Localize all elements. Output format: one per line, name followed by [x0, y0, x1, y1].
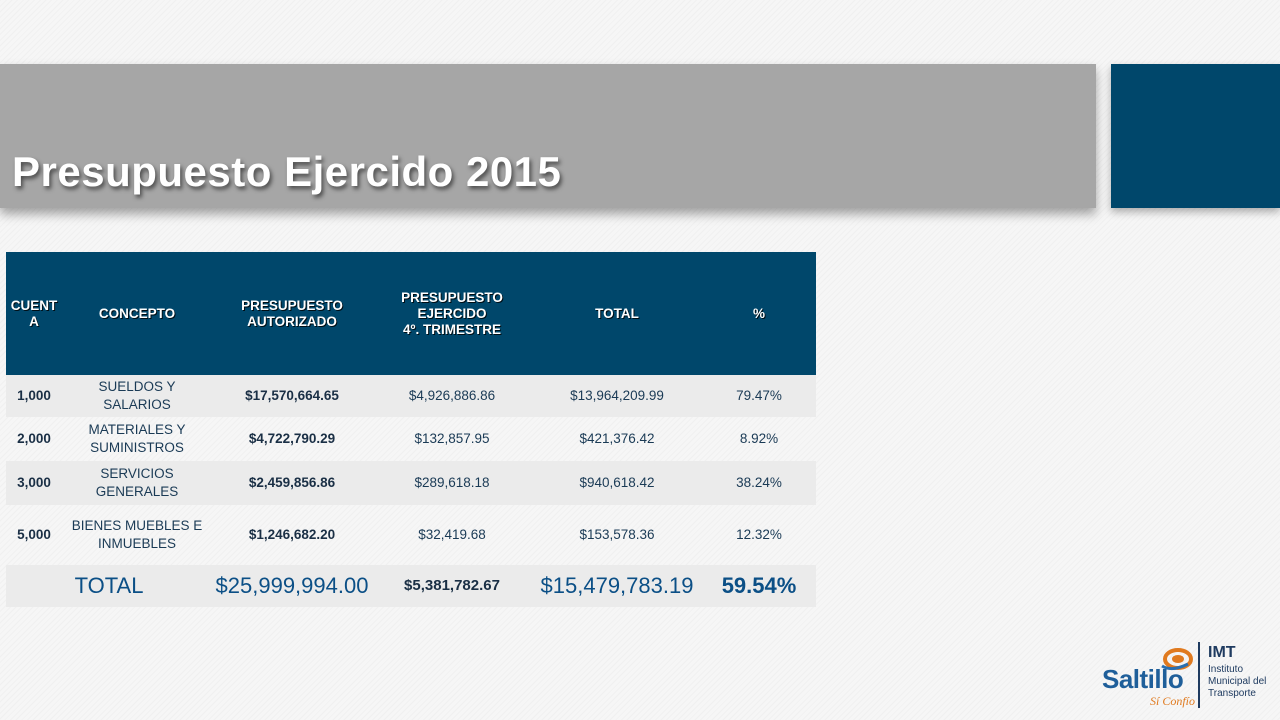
table-row: 2,000 MATERIALES Y SUMINISTROS $4,722,79… [6, 417, 816, 461]
logo-brand: Saltillo [1102, 664, 1184, 694]
logo-org-line3: Transporte [1208, 688, 1256, 699]
cell-total: $421,376.42 [579, 431, 655, 446]
cell-ejercido: $289,618.18 [372, 461, 532, 505]
cell-total: $153,578.36 [579, 527, 655, 542]
logo-org-line2: Municipal del [1208, 676, 1267, 687]
table-row: 5,000 BIENES MUEBLES E INMUEBLES $1,246,… [6, 505, 816, 565]
logo-org-line1: Instituto [1208, 664, 1244, 675]
header-pct: % [702, 252, 816, 375]
cell-concepto: MATERIALES Y SUMINISTROS [88, 422, 186, 455]
totals-autorizado: $25,999,994.00 [212, 565, 372, 607]
cell-cuenta: 2,000 [17, 431, 51, 446]
cell-cuenta: 5,000 [17, 527, 51, 542]
cell-concepto: SUELDOS Y SALARIOS [62, 375, 212, 417]
logo-tagline: Sí Confío [1150, 694, 1196, 708]
saltillo-imt-logo: Saltillo Sí Confío IMT Instituto Municip… [1098, 640, 1274, 714]
budget-table: CUENT A CONCEPTO PRESUPUESTO AUTORIZADO … [6, 252, 816, 607]
slide-title: Presupuesto Ejercido 2015 [12, 148, 562, 195]
header-ejercido-line2: EJERCIDO [417, 305, 487, 321]
totals-label: TOTAL [6, 565, 212, 607]
cell-autorizado: $1,246,682.20 [248, 527, 336, 542]
header-ejercido: PRESUPUESTO EJERCIDO 4º. TRIMESTRE [372, 252, 532, 375]
header-ejercido-line3: 4º. TRIMESTRE [403, 321, 501, 337]
header-total: TOTAL [532, 252, 702, 375]
logo-org-name: Instituto Municipal del Transporte [1208, 664, 1278, 700]
cell-total: $13,964,209.99 [532, 375, 702, 417]
budget-table-container: CUENT A CONCEPTO PRESUPUESTO AUTORIZADO … [6, 252, 816, 607]
cell-pct: 8.92% [739, 431, 779, 446]
logo-org-short: IMT [1208, 644, 1236, 661]
cell-pct: 12.32% [736, 527, 782, 542]
header-autorizado: PRESUPUESTO AUTORIZADO [212, 252, 372, 375]
swirl-icon [1161, 648, 1193, 671]
header-concepto: CONCEPTO [62, 252, 212, 375]
cell-cuenta: 3,000 [6, 461, 62, 505]
cell-ejercido: $4,926,886.86 [372, 375, 532, 417]
title-band [0, 64, 1096, 208]
cell-autorizado: $4,722,790.29 [248, 431, 336, 446]
cell-concepto: SERVICIOS GENERALES [62, 461, 212, 505]
cell-ejercido: $132,857.95 [414, 431, 490, 446]
header-ejercido-line1: PRESUPUESTO [401, 289, 503, 305]
totals-pct: 59.54% [702, 565, 816, 607]
totals-row: TOTAL $25,999,994.00 $5,381,782.67 $15,4… [6, 565, 816, 607]
cell-total: $940,618.42 [532, 461, 702, 505]
cell-ejercido: $32,419.68 [418, 527, 486, 542]
header-cuenta: CUENT A [6, 252, 62, 375]
cell-pct: 38.24% [702, 461, 816, 505]
cell-concepto: BIENES MUEBLES E INMUEBLES [71, 518, 203, 551]
accent-box [1111, 64, 1280, 208]
logo-divider [1198, 642, 1200, 708]
cell-autorizado: $17,570,664.65 [212, 375, 372, 417]
table-row: 3,000 SERVICIOS GENERALES $2,459,856.86 … [6, 461, 816, 505]
totals-total: $15,479,783.19 [532, 565, 702, 607]
table-header-row: CUENT A CONCEPTO PRESUPUESTO AUTORIZADO … [6, 252, 816, 375]
table-row: 1,000 SUELDOS Y SALARIOS $17,570,664.65 … [6, 375, 816, 417]
cell-cuenta: 1,000 [6, 375, 62, 417]
cell-autorizado: $2,459,856.86 [212, 461, 372, 505]
cell-pct: 79.47% [702, 375, 816, 417]
totals-ejercido: $5,381,782.67 [372, 565, 532, 607]
